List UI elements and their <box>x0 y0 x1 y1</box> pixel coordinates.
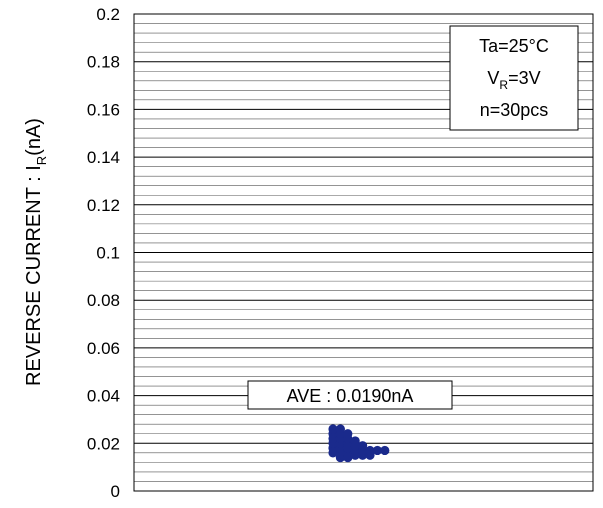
data-point <box>372 445 382 456</box>
condition-voltage: VR=3V <box>487 68 540 92</box>
y-axis-title-subscript: R <box>34 156 49 165</box>
plot-area-frame <box>133 13 594 492</box>
y-tick-label: 0.04 <box>87 387 120 406</box>
data-point <box>335 424 345 434</box>
y-tick-label: 0.2 <box>96 5 120 24</box>
y-tick-label: 0.16 <box>87 100 120 119</box>
average-label-box: AVE : 0.0190nA <box>247 380 453 410</box>
y-tick-label: 0.1 <box>96 244 120 263</box>
y-tick-label: 0 <box>111 482 120 501</box>
y-tick-label: 0.18 <box>87 53 120 72</box>
condition-temperature: Ta=25°C <box>479 36 549 56</box>
y-tick-label: 0.12 <box>87 196 120 215</box>
data-point <box>350 436 360 446</box>
data-point <box>365 445 375 456</box>
condition-sample-count: n=30pcs <box>480 100 549 120</box>
y-tick-label: 0.14 <box>87 148 120 167</box>
conditions-box: Ta=25°C VR=3V n=30pcs <box>449 25 579 131</box>
y-tick-label: 0.08 <box>87 291 120 310</box>
data-point <box>343 429 353 439</box>
y-axis-ticks: 0 0.02 0.04 0.06 0.08 0.1 0.12 0.14 0.16 0.18 0.2 <box>87 5 120 501</box>
data-point <box>380 445 390 456</box>
y-axis-title: REVERSE CURRENT : IR(nA) <box>23 118 49 386</box>
condition-voltage-subscript: R <box>499 78 508 92</box>
average-label: AVE : 0.0190nA <box>287 386 414 406</box>
data-point <box>358 441 368 451</box>
data-point <box>328 424 338 434</box>
data-points <box>328 424 390 463</box>
y-tick-label: 0.02 <box>87 434 120 453</box>
y-tick-label: 0.06 <box>87 339 120 358</box>
